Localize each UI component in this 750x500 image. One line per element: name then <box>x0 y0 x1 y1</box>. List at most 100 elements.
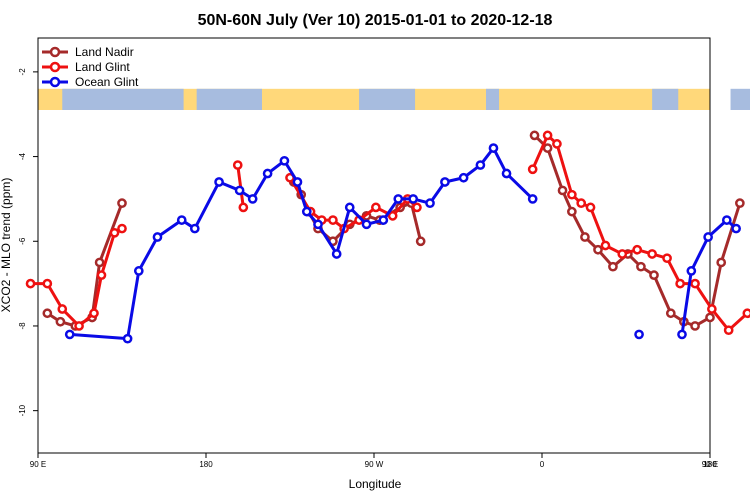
data-point <box>96 270 107 280</box>
data-point <box>488 143 499 153</box>
y-tick-label: -4 <box>18 152 27 160</box>
data-point <box>665 308 676 319</box>
legend-marker <box>49 61 61 73</box>
y-tick-label: -10 <box>18 404 27 416</box>
y-axis-label: XCO2 - MLO trend (ppm) <box>0 178 13 313</box>
data-point <box>42 308 53 319</box>
data-point <box>94 257 105 268</box>
data-point <box>74 321 84 331</box>
data-point <box>247 194 258 204</box>
chart-title: 50N-60N July (Ver 10) 2015-01-01 to 2020… <box>198 12 553 29</box>
map-ocean-region <box>62 88 184 110</box>
data-point <box>176 215 187 225</box>
data-point <box>279 155 290 166</box>
data-point <box>301 206 312 217</box>
data-point <box>292 177 303 187</box>
data-point <box>331 249 342 259</box>
data-point <box>361 219 372 230</box>
data-point <box>567 189 577 200</box>
data-point <box>636 261 646 272</box>
data-point <box>262 168 273 179</box>
data-point <box>705 312 715 323</box>
data-point <box>117 198 127 209</box>
map-ocean-region <box>486 88 500 110</box>
data-point <box>585 202 596 213</box>
x-tick-label: 0 <box>540 460 545 469</box>
data-point <box>501 168 512 179</box>
legend-label: Land Nadir <box>75 45 134 59</box>
data-point <box>576 198 587 209</box>
data-point <box>122 333 133 344</box>
data-point <box>703 232 713 242</box>
data-point <box>152 232 163 242</box>
x-tick-label: 180 <box>703 460 717 469</box>
data-point <box>686 266 697 276</box>
data-point <box>634 329 644 340</box>
data-point <box>234 185 245 196</box>
y-tick-label: -8 <box>18 322 27 330</box>
legend-item: Ocean Glint <box>42 75 139 89</box>
data-point <box>735 198 745 209</box>
series-land-glint <box>25 130 750 336</box>
x-tick-label: 90 E <box>702 460 718 469</box>
data-point <box>89 308 99 319</box>
series-ocean-glint <box>64 143 741 344</box>
series-line <box>531 133 749 332</box>
legend-label: Land Glint <box>75 60 130 74</box>
data-point <box>313 219 323 230</box>
data-point <box>542 143 553 153</box>
legend-marker <box>49 46 61 58</box>
legend-marker <box>49 76 61 88</box>
data-point <box>458 172 469 183</box>
legend-item: Land Glint <box>42 60 130 74</box>
data-point <box>690 278 700 289</box>
y-tick-label: -2 <box>18 68 27 76</box>
y-axis: -2 -4 -6 -8 -10 <box>18 68 38 416</box>
y-tick-label: -6 <box>18 237 27 245</box>
data-point <box>378 215 389 225</box>
data-point <box>742 308 750 319</box>
map-ocean-region <box>652 88 679 110</box>
data-point <box>662 253 672 264</box>
series-land-nadir <box>42 130 745 331</box>
legend-label: Ocean Glint <box>75 75 139 89</box>
data-point <box>731 223 741 234</box>
data-point <box>557 185 568 196</box>
data-point <box>57 304 68 314</box>
data-point <box>42 278 53 289</box>
data-point <box>632 244 643 255</box>
data-point <box>387 211 398 221</box>
data-point <box>716 257 727 268</box>
x-tick-label: 180 <box>199 460 213 469</box>
data-point <box>600 240 611 251</box>
data-point <box>475 160 486 170</box>
data-point <box>677 329 687 340</box>
data-point <box>675 278 685 289</box>
data-point <box>412 202 422 213</box>
data-point <box>344 202 355 213</box>
map-ocean-region <box>196 88 262 110</box>
data-point <box>440 177 450 187</box>
data-point <box>707 304 717 314</box>
data-point <box>415 236 426 247</box>
data-point <box>393 194 404 204</box>
series-line <box>533 134 742 328</box>
x-tick-label: 90 E <box>30 460 46 469</box>
data-point <box>567 206 577 217</box>
data-point <box>723 325 734 336</box>
data-point <box>189 223 200 234</box>
series-line <box>30 227 123 328</box>
data-point <box>109 227 120 238</box>
map-strip-land <box>62 88 750 110</box>
data-point <box>647 249 657 259</box>
map-strip <box>38 88 750 110</box>
data-point <box>593 244 603 255</box>
data-point <box>64 329 75 340</box>
data-point <box>328 215 338 225</box>
map-ocean-region <box>359 88 416 110</box>
data-point <box>649 270 659 280</box>
data-point <box>527 164 538 175</box>
data-point <box>527 194 538 204</box>
